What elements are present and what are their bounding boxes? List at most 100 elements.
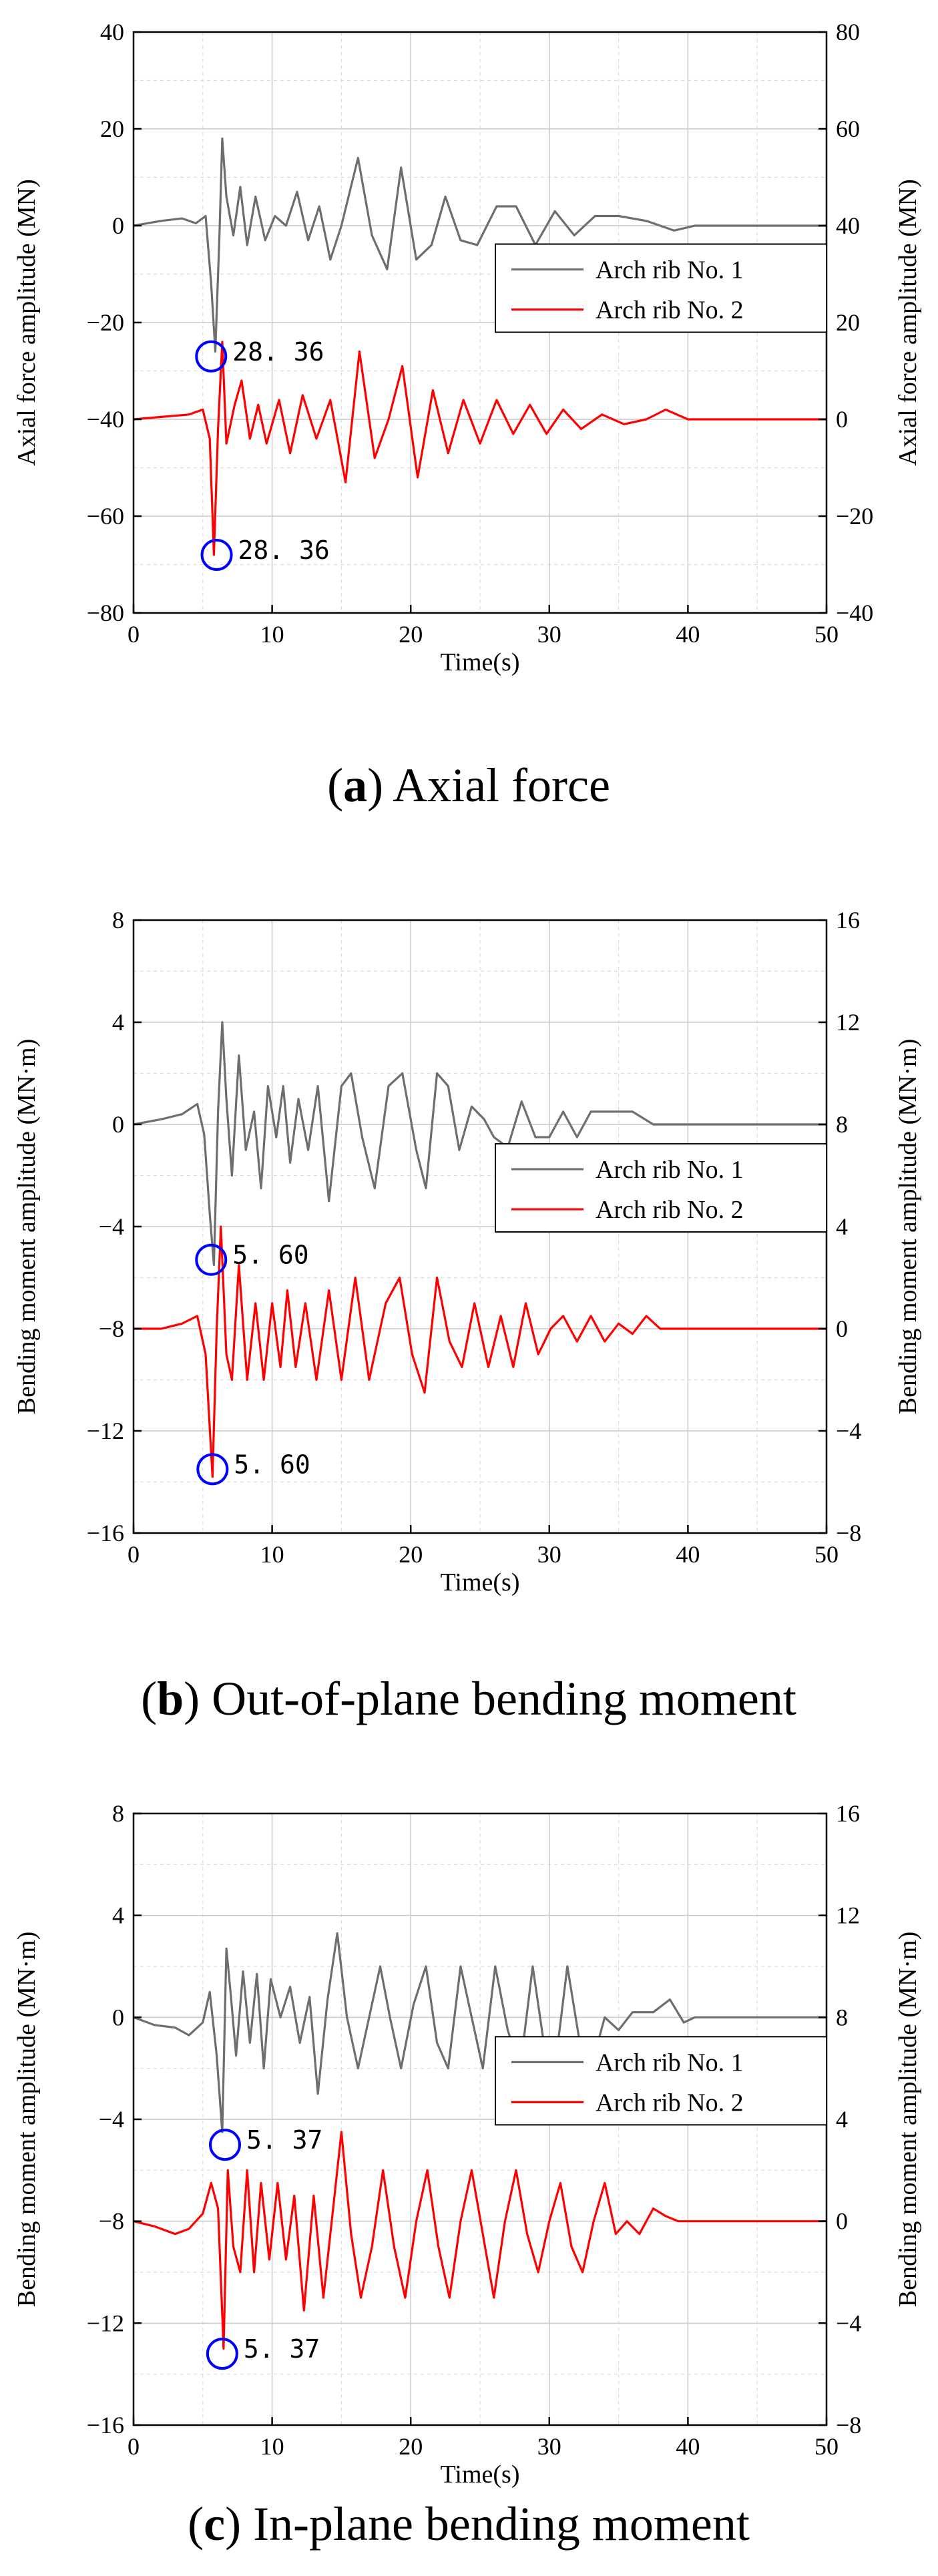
x-tick-label: 0 (128, 1541, 140, 1568)
legend-label-rib-1: Arch rib No. 1 (596, 256, 744, 284)
annotation-circle (196, 1453, 229, 1486)
y-axis-title-right: Axial force amplitude (MN) (894, 179, 922, 465)
annotation-layer (206, 2129, 242, 2370)
y-right-tick-label: −4 (836, 2310, 861, 2336)
legend-label-rib-2: Arch rib No. 2 (596, 1196, 744, 1224)
y-left-tick-label: −16 (87, 2412, 124, 2438)
x-tick-labels: 0 10 20 30 40 50 (128, 2433, 839, 2460)
annotation-label: 5. 37 (244, 2334, 320, 2364)
x-axis-title: Time(s) (441, 648, 520, 676)
x-tick-label: 10 (260, 1541, 284, 1568)
annotation-label: 5. 60 (232, 1241, 308, 1270)
y-right-tick-label: −8 (836, 2412, 861, 2438)
series-line-rib-2 (133, 2131, 827, 2350)
annotation-label: 5. 37 (246, 2125, 322, 2155)
legend-box (495, 243, 827, 333)
y-left-tick-label: −60 (87, 503, 124, 529)
y-right-tick-label: 40 (836, 212, 860, 239)
legend-box (495, 1143, 827, 1233)
annotation-label: 28. 36 (232, 337, 324, 367)
y-left-tick-label: 20 (100, 116, 124, 142)
y-left-tick-label: −8 (99, 1315, 124, 1342)
annotation-circle (195, 1243, 228, 1276)
legend: Arch rib No. 1 Arch rib No. 2 (495, 2036, 827, 2126)
annotation-layer (195, 1243, 229, 1486)
y-left-tick-label: 8 (112, 907, 124, 933)
y-right-tick-labels: −8 −4 0 4 8 12 16 (836, 1800, 861, 2438)
legend-label-rib-2: Arch rib No. 2 (596, 2089, 744, 2117)
y-right-tick-label: −4 (836, 1418, 861, 1444)
caption-letter: c (204, 2497, 225, 2551)
x-tick-label: 30 (537, 621, 561, 648)
x-tick-label: 20 (399, 2433, 423, 2460)
caption-text: Out-of-plane bending moment (212, 1672, 796, 1725)
x-tick-label: 20 (399, 621, 423, 648)
x-tick-label: 10 (260, 621, 284, 648)
x-axis-title: Time(s) (441, 2460, 520, 2489)
y-right-tick-label: 8 (836, 1111, 848, 1138)
x-tick-label: 0 (128, 2433, 140, 2460)
legend-label-rib-1: Arch rib No. 1 (596, 1156, 744, 1184)
y-right-tick-label: 0 (836, 2208, 848, 2235)
annotation-layer (195, 340, 233, 571)
y-right-tick-label: 8 (836, 2004, 848, 2030)
y-left-tick-label: 4 (112, 1902, 124, 1929)
x-tick-label: 10 (260, 2433, 284, 2460)
y-left-tick-label: −12 (87, 1418, 124, 1444)
x-tick-label: 50 (814, 1541, 839, 1568)
y-left-tick-label: −40 (87, 406, 124, 433)
tick-marks (132, 919, 828, 1534)
y-right-tick-label: 12 (836, 1902, 860, 1929)
annotation-circle (209, 2129, 242, 2161)
annotation-circle (195, 340, 228, 373)
y-right-tick-label: 0 (836, 1315, 848, 1342)
series-line-rib-1 (133, 1021, 827, 1266)
y-left-tick-labels: −16 −12 −8 −4 0 4 8 (87, 907, 124, 1546)
caption-text: Axial force (393, 759, 610, 812)
y-left-tick-label: −4 (99, 2106, 124, 2133)
y-right-tick-label: 12 (836, 1009, 860, 1036)
y-axis-title-right: Bending moment amplitude (MN·m) (894, 1039, 922, 1415)
series-layer (133, 137, 827, 556)
caption-text: In-plane bending moment (253, 2497, 750, 2551)
x-tick-label: 20 (399, 1541, 423, 1568)
x-tick-label: 40 (676, 1541, 700, 1568)
panel-b: 0 10 20 30 40 50 −16 −12 −8 −4 0 4 8 −8 −4 0 4 8 12 16 Ti… (13, 907, 922, 1725)
series-line-rib-2 (133, 341, 827, 556)
x-tick-label: 50 (814, 2433, 839, 2460)
x-tick-labels: 0 10 20 30 40 50 (128, 1541, 839, 1568)
y-left-tick-label: −12 (87, 2310, 124, 2336)
y-right-tick-label: −40 (836, 600, 873, 626)
y-left-tick-label: −20 (87, 309, 124, 336)
caption-letter: b (157, 1672, 184, 1725)
panel-a: 0 10 20 30 40 50 −80 −60 −40 −20 0 20 40 −40 −20 0 20 4… (13, 19, 922, 812)
y-axis-title-left: Bending moment amplitude (MN·m) (13, 1039, 41, 1415)
legend-label-rib-1: Arch rib No. 1 (596, 2049, 744, 2077)
tick-marks (132, 1812, 828, 2426)
x-tick-labels: 0 10 20 30 40 50 (128, 621, 839, 648)
y-left-tick-label: 0 (112, 212, 124, 239)
x-tick-label: 0 (128, 621, 140, 648)
y-left-tick-label: −80 (87, 600, 124, 626)
panel-caption: (b) Out-of-plane bending moment (141, 1672, 796, 1725)
y-right-tick-label: 16 (836, 907, 860, 933)
y-right-tick-labels: −40 −20 0 20 40 60 80 (836, 19, 873, 626)
series-line-rib-2 (134, 1225, 827, 1478)
y-right-tick-label: −8 (836, 1520, 861, 1546)
y-left-tick-label: 0 (112, 2004, 124, 2030)
x-tick-label: 30 (537, 2433, 561, 2460)
legend-label-rib-2: Arch rib No. 2 (596, 296, 744, 325)
y-left-tick-label: −4 (99, 1213, 124, 1240)
y-left-tick-label: 8 (112, 1800, 124, 1827)
y-left-tick-label: 0 (112, 1111, 124, 1138)
annotation-circle (200, 539, 233, 571)
x-tick-label: 30 (537, 1541, 561, 1568)
y-axis-title-left: Axial force amplitude (MN) (13, 179, 41, 465)
series-layer (133, 1021, 827, 1478)
y-right-tick-label: 60 (836, 116, 860, 142)
y-right-tick-label: −20 (836, 503, 873, 529)
y-left-tick-label: 4 (112, 1009, 124, 1036)
y-right-tick-label: 0 (836, 406, 848, 433)
annotation-label: 28. 36 (238, 535, 330, 565)
y-left-tick-label: −8 (99, 2208, 124, 2235)
